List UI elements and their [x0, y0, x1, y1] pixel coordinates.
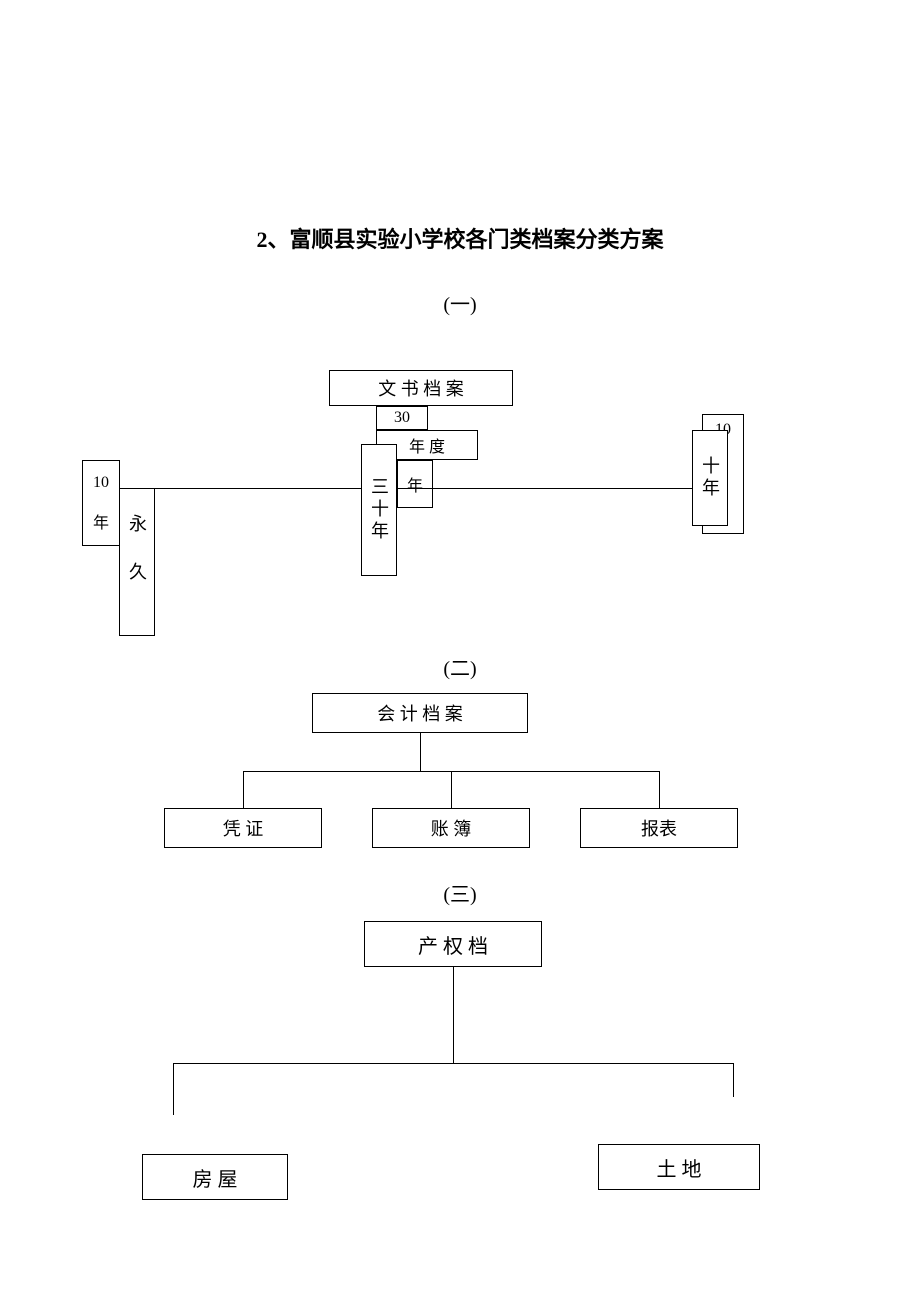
s3-vline-top	[453, 967, 454, 1063]
s3-drop-left	[173, 1063, 174, 1115]
title-text: 2、富顺县实验小学校各门类档案分类方案	[256, 227, 663, 252]
s2-root-text: 会 计 档 案	[377, 700, 463, 726]
s3-hline	[173, 1063, 733, 1064]
s1-tag30-text: 30	[394, 409, 410, 427]
section2-heading: (二)	[0, 652, 920, 681]
s2-root-box: 会 计 档 案	[312, 693, 528, 733]
s3-child-left-text: 房 屋	[193, 1163, 238, 1192]
s2-child-2-text: 账 簿	[431, 815, 472, 841]
s2-child-1: 凭 证	[164, 808, 322, 848]
s2-drop-2	[451, 771, 452, 808]
s1-left-small-box: 10 年	[82, 460, 120, 546]
s1-left-small-top: 10	[93, 474, 109, 492]
s1-niandu-text: 年 度	[409, 433, 445, 457]
s1-right-main-box: 十年	[692, 430, 728, 526]
s1-hline	[120, 488, 694, 489]
s3-root-box: 产 权 档	[364, 921, 542, 967]
s2-vline-top	[420, 733, 421, 771]
s2-drop-1	[243, 771, 244, 808]
s1-left-small-bottom: 年	[93, 509, 109, 533]
s2-child-3-text: 报表	[641, 815, 677, 841]
s1-nian-text: 年	[407, 472, 423, 496]
s2-child-1-text: 凭 证	[223, 815, 264, 841]
s3-child-right: 土 地	[598, 1144, 760, 1190]
s1-right-main-text: 十年	[697, 456, 723, 500]
s1-left-main-text: 永久	[124, 514, 150, 610]
s1-mid-main-text: 三十年	[366, 477, 392, 543]
section3-heading: (三)	[0, 878, 920, 907]
s3-root-text: 产 权 档	[418, 930, 488, 959]
s2-child-3: 报表	[580, 808, 738, 848]
page-title: 2、富顺县实验小学校各门类档案分类方案	[0, 222, 920, 254]
s1-root-text: 文 书 档 案	[378, 375, 464, 401]
section1-heading: (一)	[0, 288, 920, 317]
s3-drop-right	[733, 1063, 734, 1097]
s1-tag30-box: 30	[376, 406, 428, 430]
s2-child-2: 账 簿	[372, 808, 530, 848]
s1-root-box: 文 书 档 案	[329, 370, 513, 406]
s3-child-right-text: 土 地	[657, 1153, 702, 1182]
s1-left-main-box: 永久	[119, 488, 155, 636]
s2-drop-3	[659, 771, 660, 808]
s1-nian-box: 年	[397, 460, 433, 508]
s1-mid-main-box: 三十年	[361, 444, 397, 576]
s3-child-left: 房 屋	[142, 1154, 288, 1200]
